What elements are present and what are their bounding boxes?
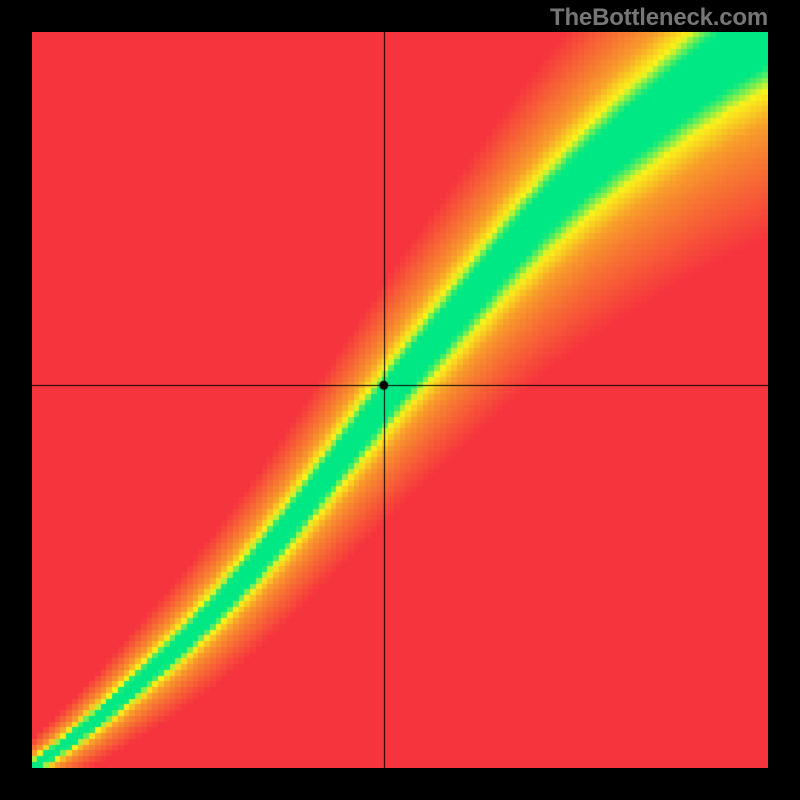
frame-left (0, 0, 32, 800)
watermark-text: TheBottleneck.com (550, 4, 768, 32)
frame-right (768, 0, 800, 800)
bottleneck-heatmap (32, 32, 768, 768)
frame-bottom (0, 768, 800, 800)
